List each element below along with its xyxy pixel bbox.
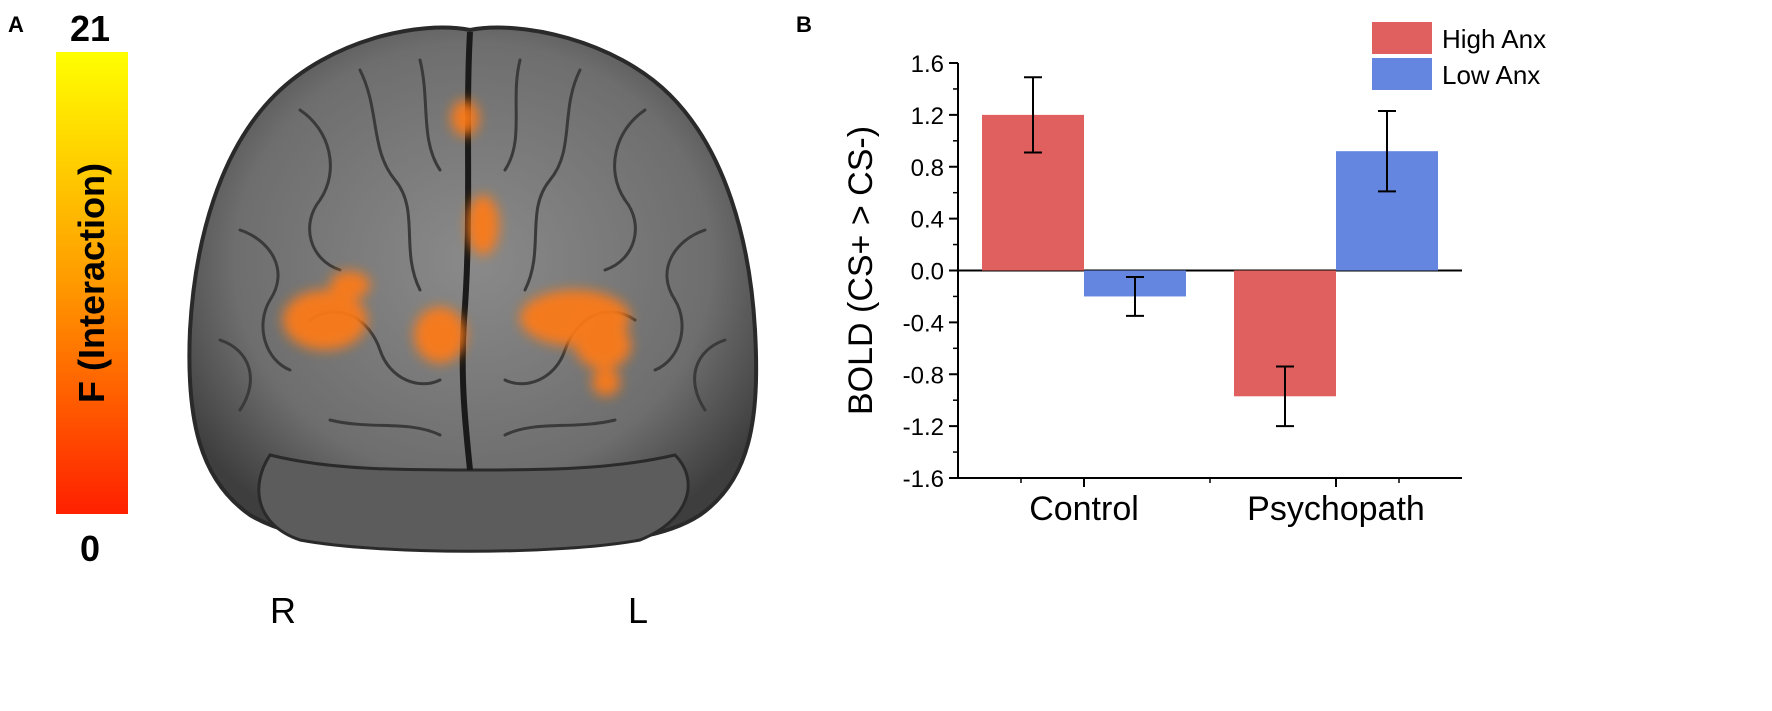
orientation-left-hemisphere: L — [628, 590, 649, 631]
y-tick-label: 0.8 — [911, 155, 944, 182]
x-tick-label-psychopath: Psychopath — [1247, 490, 1425, 528]
y-tick-label: -0.4 — [903, 310, 944, 337]
brain-render — [187, 25, 759, 553]
y-tick-label: 0.4 — [911, 207, 944, 234]
y-tick-label: -1.6 — [903, 466, 944, 493]
y-tick-label: 0.0 — [911, 259, 944, 286]
panel-a-label: A — [8, 12, 24, 37]
y-tick-label: 1.6 — [911, 51, 944, 78]
colorbar-max-label: 21 — [70, 8, 111, 49]
y-axis-label: BOLD (CS+ > CS-) — [842, 126, 880, 415]
legend-label-low-anx: Low Anx — [1442, 60, 1540, 90]
legend-label-high-anx: High Anx — [1442, 24, 1546, 54]
x-tick-label-control: Control — [1029, 490, 1139, 528]
legend-swatch-high-anx — [1372, 22, 1432, 54]
legend-swatch-low-anx — [1372, 58, 1432, 90]
y-tick-label: 1.2 — [911, 103, 944, 130]
y-tick-label: -0.8 — [903, 362, 944, 389]
panel-b-label: B — [796, 12, 812, 37]
orientation-right-hemisphere: R — [270, 590, 296, 631]
y-tick-label: -1.2 — [903, 414, 944, 441]
colorbar-min-label: 0 — [80, 528, 101, 569]
colorbar — [56, 52, 128, 514]
